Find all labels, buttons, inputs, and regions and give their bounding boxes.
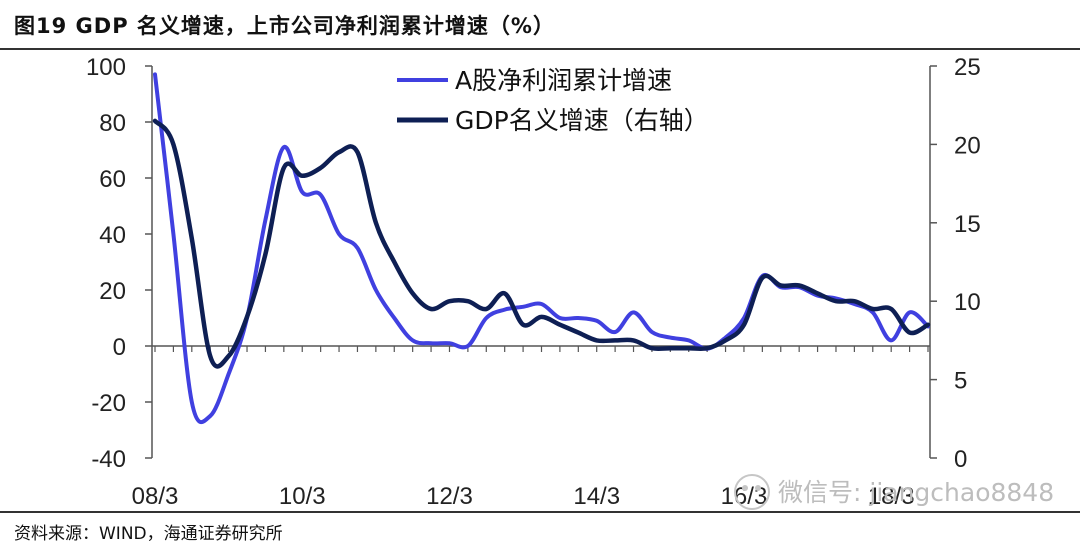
x-tick-label: 10/3 <box>279 483 326 510</box>
source-note: 资料来源：WIND，海通证券研究所 <box>14 524 283 544</box>
left-tick-label: 60 <box>99 166 126 193</box>
legend-label: GDP名义增速（右轴） <box>455 106 709 135</box>
x-tick-label: 12/3 <box>426 483 473 510</box>
wechat-icon <box>734 474 770 510</box>
left-tick-label: 100 <box>86 54 126 81</box>
x-tick-label: 18/3 <box>868 483 915 510</box>
legend: A股净利润累计增速 GDP名义增速（右轴） <box>397 66 709 135</box>
title-bar: 图19 GDP 名义增速，上市公司净利润累计增速（%） <box>0 0 1080 50</box>
right-tick-label: 25 <box>954 54 981 81</box>
right-tick-label: 0 <box>954 446 967 473</box>
left-tick-label: -40 <box>91 446 126 473</box>
watermark-text: 微信号: jiangchao8848 <box>778 478 1054 507</box>
series-layer <box>152 72 931 425</box>
left-tick-label: 20 <box>99 278 126 305</box>
right-tick-label: 5 <box>954 368 967 395</box>
left-tick-label: 0 <box>113 334 126 361</box>
watermark: 微信号: jiangchao8848 <box>734 474 1054 510</box>
source-bar: 资料来源：WIND，海通证券研究所 <box>0 511 1080 549</box>
legend-label: A股净利润累计增速 <box>455 66 672 95</box>
wechat-icon-eye <box>742 485 748 491</box>
x-axis: 08/3 10/3 12/3 14/3 16/3 18/3 <box>132 345 930 510</box>
left-tick-label: 40 <box>99 222 126 249</box>
x-tick-label: 08/3 <box>132 483 179 510</box>
right-tick-label: 10 <box>954 289 981 316</box>
right-tick-label: 15 <box>954 211 981 238</box>
left-axis: 100 80 60 40 20 0 -20 -40 <box>86 54 153 473</box>
right-tick-label: 20 <box>954 132 981 159</box>
left-tick-label: 80 <box>99 110 126 137</box>
right-axis: 25 20 15 10 5 0 <box>929 54 981 473</box>
wechat-icon-eye <box>755 485 761 491</box>
series-line-2 <box>152 118 931 369</box>
left-tick-label: -20 <box>91 390 126 417</box>
chart-title: 图19 GDP 名义增速，上市公司净利润累计增速（%） <box>14 14 555 38</box>
x-tick-label: 14/3 <box>573 483 620 510</box>
